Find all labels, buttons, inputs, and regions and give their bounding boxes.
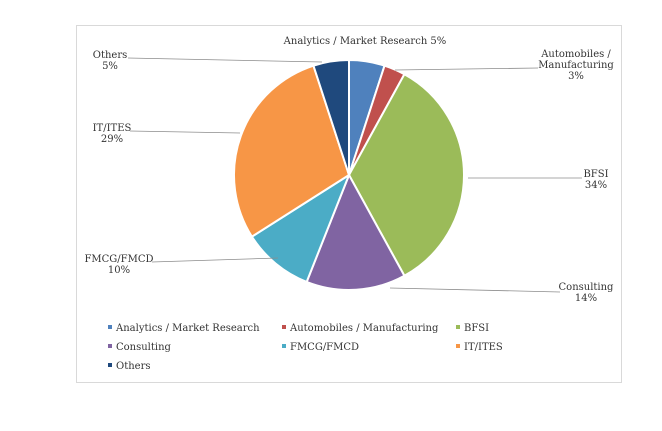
legend-swatch	[456, 325, 460, 329]
legend-item-bfsi: BFSI	[456, 323, 489, 334]
data-label-bfsi: BFSI 34%	[583, 169, 608, 191]
legend-label: Automobiles / Manufacturing	[289, 323, 439, 334]
legend-swatch	[282, 344, 286, 348]
slice-it-ites	[233, 64, 351, 239]
leader-line-fmcg-fmcd	[151, 257, 279, 263]
legend-item-others: Others	[108, 361, 151, 372]
slice-consulting	[305, 172, 406, 291]
legend-label: Others	[116, 361, 151, 372]
leader-line-consulting	[389, 287, 561, 293]
legend-label: BFSI	[464, 323, 489, 334]
legend-swatch	[456, 344, 460, 348]
legend-label: Analytics / Market Research	[115, 323, 260, 334]
legend-item-fmcg-fmcd: FMCG/FMCD	[282, 342, 359, 353]
slice-fmcg-fmcd	[250, 172, 352, 284]
slice-others	[312, 58, 350, 176]
legend-label: Consulting	[116, 342, 172, 353]
legend-item-it-ites: IT/ITES	[456, 342, 503, 353]
leader-line-automobiles-manufacturing	[394, 67, 539, 71]
legend-item-analytics-market-research: Analytics / Market Research	[108, 323, 260, 334]
data-label-fmcg-fmcd: FMCG/FMCD 10%	[84, 254, 153, 276]
legend-item-automobiles-manufacturing: Automobiles / Manufacturing	[282, 323, 439, 334]
legend-swatch	[108, 363, 112, 367]
data-label-analytics-market-research: Analytics / Market Research 5%	[283, 36, 447, 47]
legend-item-consulting: Consulting	[108, 342, 172, 353]
legend-swatch	[108, 344, 112, 348]
legend-swatch	[108, 325, 112, 329]
data-label-it-ites: IT/ITES 29%	[93, 123, 132, 145]
data-label-others: Others 5%	[93, 50, 128, 72]
data-label-automobiles-manufacturing: Automobiles / Manufacturing 3%	[538, 49, 614, 82]
legend-swatch	[282, 325, 286, 329]
legend-label: IT/ITES	[464, 342, 503, 353]
leader-line-others	[127, 57, 323, 63]
legend-label: FMCG/FMCD	[290, 342, 359, 353]
leader-line-it-ites	[129, 130, 241, 134]
data-label-consulting: Consulting 14%	[559, 282, 615, 304]
